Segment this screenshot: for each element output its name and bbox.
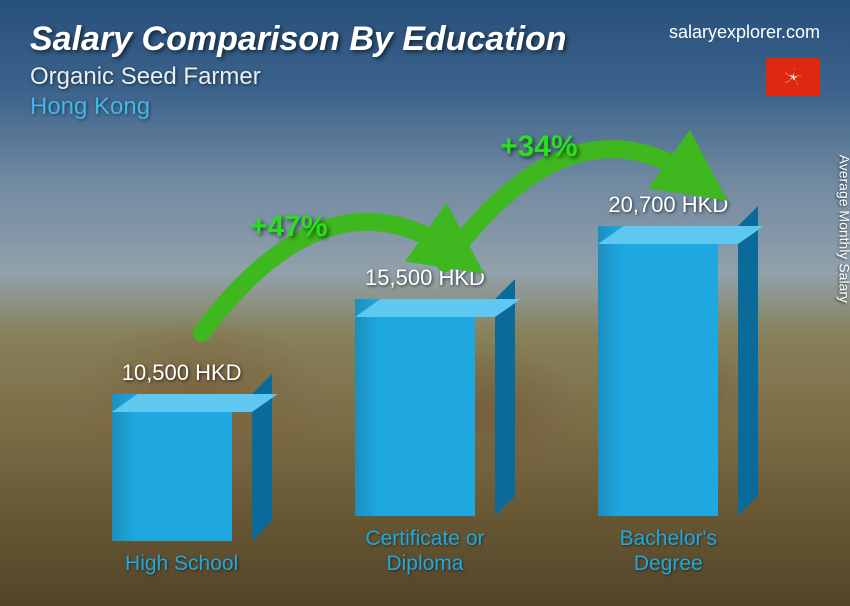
bar-top [598, 226, 764, 244]
y-axis-label: Average Monthly Salary [836, 155, 850, 303]
bar-value-label: 15,500 HKD [365, 265, 485, 291]
bar-front [355, 299, 475, 516]
percent-increase-label: +34% [500, 130, 578, 164]
location-label: Hong Kong [30, 93, 820, 121]
bar [112, 394, 252, 541]
bar-group: 20,700 HKD Bachelor'sDegree [568, 192, 768, 576]
bar-value-label: 20,700 HKD [608, 192, 728, 218]
subtitle: Organic Seed Farmer [30, 63, 820, 91]
header: Salary Comparison By Education Organic S… [30, 20, 820, 121]
bar-value-label: 10,500 HKD [122, 360, 242, 386]
bar-group: 15,500 HKD Certificate orDiploma [325, 265, 525, 576]
bar [355, 299, 495, 516]
category-label: Certificate orDiploma [365, 526, 484, 576]
bar-side [738, 206, 758, 516]
percent-increase-label: +47% [250, 210, 328, 244]
category-label: High School [125, 551, 238, 576]
hong-kong-flag-icon [766, 58, 820, 96]
brand-label: salaryexplorer.com [669, 22, 820, 43]
bar-top [355, 299, 521, 317]
bar-front [598, 226, 718, 516]
bar-chart: 10,500 HKD High School 15,500 HKD Certifica… [60, 146, 790, 576]
infographic-container: Salary Comparison By Education Organic S… [0, 0, 850, 606]
bar-front [112, 394, 232, 541]
bar-top [112, 394, 278, 412]
bar [598, 226, 738, 516]
category-label: Bachelor'sDegree [620, 526, 717, 576]
bar-group: 10,500 HKD High School [82, 360, 282, 576]
